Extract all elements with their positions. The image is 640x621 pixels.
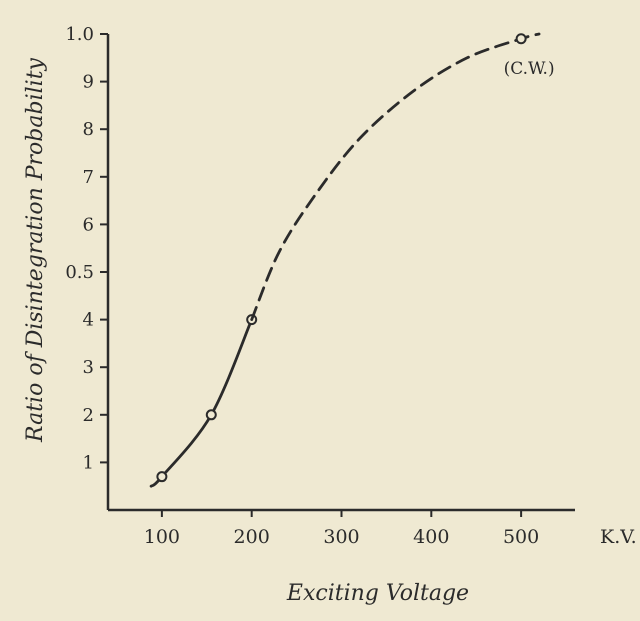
y-tick-label: 6 <box>83 214 94 235</box>
x-tick-label: 200 <box>234 526 270 548</box>
y-tick-label: 9 <box>83 72 94 93</box>
x-tick-label: 500 <box>503 526 539 548</box>
y-axis-title: Ratio of Disintegration Probability <box>23 57 48 443</box>
y-tick-label: 1 <box>83 452 94 473</box>
x-axis-unit: K.V. <box>600 526 637 548</box>
x-tick-label: 300 <box>323 526 359 548</box>
solid-curve <box>149 318 254 488</box>
x-tick-label: 100 <box>144 526 180 548</box>
y-tick-label: 7 <box>83 167 94 188</box>
y-tick-label: 8 <box>83 119 94 140</box>
data-point <box>515 33 527 45</box>
y-tick-label: 0.5 <box>65 262 94 283</box>
x-tick-label: 400 <box>413 526 449 548</box>
dashed-curve <box>250 32 541 321</box>
data-point <box>156 471 168 483</box>
y-tick-label: 4 <box>83 310 94 331</box>
y-tick-label: 1.0 <box>65 24 94 45</box>
data-point <box>205 409 217 421</box>
x-axis-title: Exciting Voltage <box>286 581 469 606</box>
annotation-label: (C.W.) <box>504 59 555 79</box>
y-tick-label: 2 <box>83 405 94 426</box>
y-tick-label: 3 <box>83 357 94 378</box>
